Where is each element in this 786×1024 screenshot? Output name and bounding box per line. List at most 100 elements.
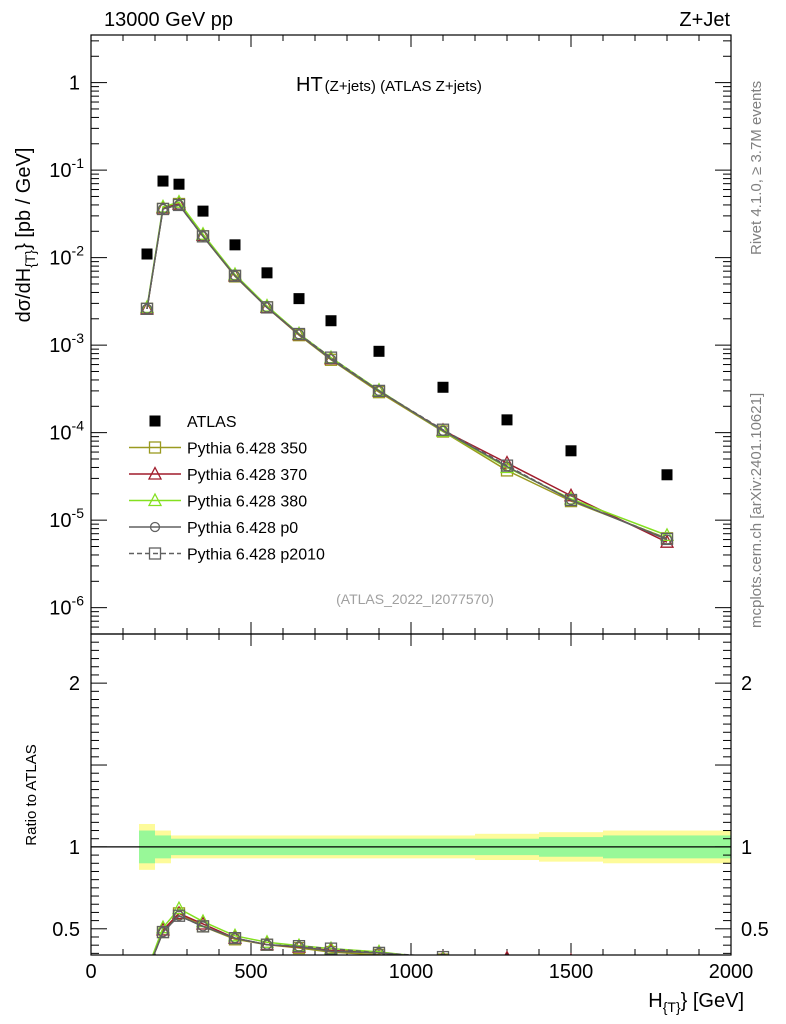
mc-series: [139, 194, 675, 967]
ratio-point: [372, 946, 386, 955]
atlas-point: [173, 178, 185, 190]
series-point: [260, 301, 274, 314]
series-line: [146, 204, 668, 541]
axes-ticks: [90, 35, 732, 955]
series-point: [660, 532, 674, 546]
legend-marker: [149, 521, 161, 533]
ratio-tick-label: 1: [69, 837, 80, 859]
series-line: [146, 203, 668, 540]
ratio-point: [292, 939, 306, 953]
ratio-point: [156, 925, 170, 939]
atlas-point: [325, 315, 337, 327]
series-point: [228, 269, 242, 282]
y-tick-label: 10-1: [49, 155, 84, 182]
ratio-point: [172, 909, 186, 922]
series-point: [373, 385, 385, 397]
atlas-point: [373, 345, 385, 357]
ratio-tick-label-right: 2: [741, 673, 752, 695]
x-tick-label: 2000: [709, 961, 754, 983]
series-point: [261, 302, 273, 313]
plot-title: HT (Z+jets) (ATLAS Z+jets): [296, 74, 482, 96]
series-point: [659, 527, 675, 542]
atlas-point: [293, 293, 305, 305]
atlas-data-points: [141, 175, 673, 481]
energy-label: 13000 GeV pp: [104, 9, 233, 31]
uncertainty-band: [91, 823, 731, 870]
upper-frame: [90, 34, 732, 635]
atlas-point: [141, 248, 153, 260]
series-point: [197, 231, 209, 242]
ratio-tick-label-right: 0.5: [741, 919, 769, 941]
y-tick-label: 10-2: [49, 243, 84, 270]
ratio-point: [196, 920, 210, 933]
legend-marker: [147, 466, 163, 480]
atlas-point: [157, 175, 169, 187]
series-point: [196, 230, 210, 243]
series-point: [139, 299, 155, 314]
series-point: [292, 327, 306, 341]
ratio-tick-label-right: 1: [741, 837, 752, 859]
atlas-point: [229, 239, 241, 251]
tick-labels: 0 500 1000 1500 2000 10-6 10-5 10-4 10-3 10-2 10-1…: [49, 73, 769, 983]
series-point: [500, 459, 514, 472]
ratio-line: [151, 907, 414, 955]
process-label: Z+Jet: [679, 9, 730, 31]
plot-title-main: HT: [296, 74, 323, 96]
legend-label: Pythia 6.428 380: [187, 494, 307, 511]
legend-marker: [148, 547, 162, 560]
series-point: [372, 384, 386, 398]
x-tick-label: 500: [234, 961, 267, 983]
legend-marker: [147, 492, 163, 507]
legend: ATLAS Pythia 6.428 350 Pythia 6.428 370 Pyt…: [129, 414, 325, 564]
ratio-point: [197, 921, 209, 932]
legend-label: ATLAS: [187, 414, 237, 431]
legend-marker: [148, 441, 162, 454]
ratio-tick-label: 0.5: [52, 919, 80, 941]
y-tick-label: 10-5: [49, 505, 84, 532]
plot-frames: [90, 34, 732, 956]
x-tick-label: 1500: [549, 961, 594, 983]
legend-label: Pythia 6.428 370: [187, 467, 307, 484]
ratio-point: [173, 910, 185, 921]
series-line: [146, 204, 668, 540]
ratio-point: [439, 953, 447, 955]
atlas-point: [661, 469, 673, 481]
series-line: [146, 203, 668, 543]
series-point: [565, 494, 577, 506]
ratio-point: [325, 946, 337, 955]
ratio-point: [228, 932, 242, 945]
x-tick-label: 0: [85, 961, 96, 983]
series-point: [436, 423, 450, 436]
atlas-point: [565, 445, 577, 457]
legend-label: Pythia 6.428 p0: [187, 520, 298, 537]
ratio-point: [436, 953, 450, 955]
x-axis-label: H{T}} [GeV]: [648, 990, 744, 1015]
series-point: [435, 423, 451, 437]
y-tick-label: 10-4: [49, 418, 84, 445]
ratio-point: [260, 938, 274, 951]
ratio-point: [171, 900, 187, 915]
ratio-tick-label: 2: [69, 673, 80, 695]
series-point: [227, 266, 243, 281]
series-line: [146, 201, 668, 537]
legend-label: Pythia 6.428 350: [187, 441, 307, 458]
ratio-point: [373, 944, 385, 955]
ratio-point: [436, 950, 450, 955]
x-tick-label: 1000: [389, 961, 434, 983]
ratio-point: [324, 942, 338, 955]
series-point: [293, 329, 305, 340]
ratio-series: [151, 900, 573, 967]
mcplots-label: mcplots.cern.ch [arXiv:2401.10621]: [748, 393, 765, 628]
series-point: [564, 493, 578, 507]
atlas-point: [501, 414, 513, 426]
series-point: [140, 302, 154, 315]
analysis-watermark: (ATLAS_2022_I2077570): [336, 591, 494, 607]
plot-title-sub: (Z+jets) (ATLAS Z+jets): [325, 78, 482, 95]
series-point: [173, 199, 185, 211]
ratio-frame: [90, 633, 732, 956]
ratio-point: [502, 956, 513, 967]
y-tick-label: 10-3: [49, 330, 84, 357]
series-point: [659, 534, 675, 548]
y-tick-label: 1: [69, 73, 80, 95]
ratio-point: [157, 926, 169, 938]
